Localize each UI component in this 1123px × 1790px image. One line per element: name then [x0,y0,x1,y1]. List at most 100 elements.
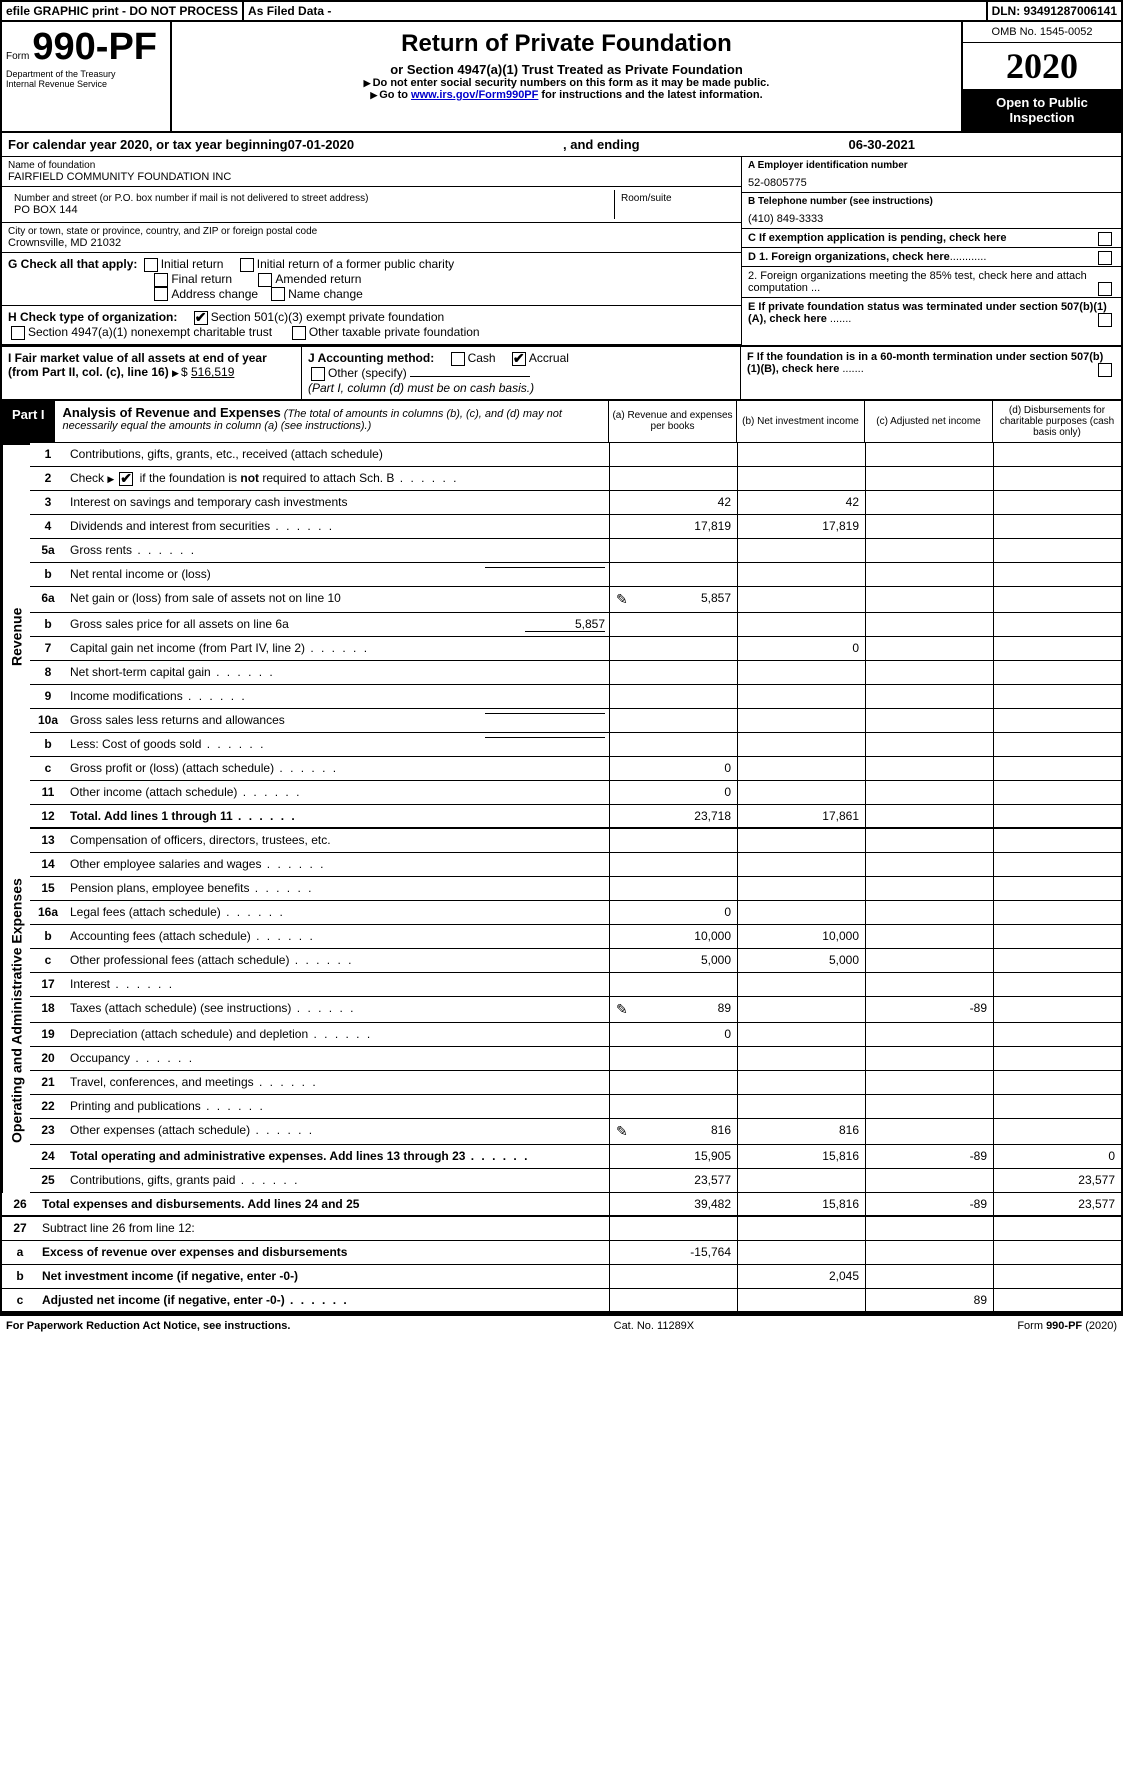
row-number: 23 [30,1119,66,1144]
cell-c [865,515,993,538]
row-description: Other professional fees (attach schedule… [66,949,609,972]
cell-b [737,853,865,876]
row-number: 11 [30,781,66,804]
row-description: Dividends and interest from securities .… [66,515,609,538]
cell-a [609,1217,737,1240]
checkbox-name-change[interactable] [271,287,285,301]
cell-c [865,1217,993,1240]
as-filed-label: As Filed Data - [244,2,988,20]
line-25: 25Contributions, gifts, grants paid . . … [30,1169,1121,1193]
line-a: aExcess of revenue over expenses and dis… [2,1241,1121,1265]
checkbox-address-change[interactable] [154,287,168,301]
row-description: Capital gain net income (from Part IV, l… [66,637,609,660]
cell-d [993,539,1121,562]
line-11: 11Other income (attach schedule) . . . .… [30,781,1121,805]
cell-b: 42 [737,491,865,514]
row-description: Total operating and administrative expen… [66,1145,609,1168]
cell-b [737,757,865,780]
checkbox-amended[interactable] [258,273,272,287]
checkbox-status-terminated[interactable] [1098,313,1112,327]
attachment-icon[interactable]: ✎ [616,1123,628,1140]
row-description: Pension plans, employee benefits . . . .… [66,877,609,900]
cell-b: 15,816 [737,1145,865,1168]
irs-link[interactable]: www.irs.gov/Form990PF [411,89,538,101]
line-c: cAdjusted net income (if negative, enter… [2,1289,1121,1313]
dept-irs: Internal Revenue Service [6,79,166,89]
line-b: bGross sales price for all assets on lin… [30,613,1121,637]
cell-b: 816 [737,1119,865,1144]
checkbox-sch-b[interactable] [119,472,133,486]
tax-year-end: 06-30-2021 [849,137,916,152]
cell-d [993,781,1121,804]
row-description: Occupancy . . . . . . [66,1047,609,1070]
cell-a: 17,819 [609,515,737,538]
cell-d [993,467,1121,490]
row-description: Accounting fees (attach schedule) . . . … [66,925,609,948]
cell-a [609,1047,737,1070]
cell-a [609,709,737,732]
row-number: c [30,757,66,780]
checkbox-other-method[interactable] [311,367,325,381]
part1-desc: Analysis of Revenue and Expenses (The to… [55,401,609,442]
cell-b [737,1169,865,1192]
cell-b [737,1241,865,1264]
cell-d [993,1241,1121,1264]
cell-d [993,1047,1121,1070]
line-27: 27Subtract line 26 from line 12: [2,1217,1121,1241]
row-number: 20 [30,1047,66,1070]
cell-d [993,1265,1121,1288]
line-21: 21Travel, conferences, and meetings . . … [30,1071,1121,1095]
row-description: Other expenses (attach schedule) . . . .… [66,1119,609,1144]
form-subtitle: or Section 4947(a)(1) Trust Treated as P… [180,62,953,77]
line-5a: 5aGross rents . . . . . . [30,539,1121,563]
checkbox-initial-return[interactable] [144,258,158,272]
row-description: Adjusted net income (if negative, enter … [38,1289,609,1311]
checkbox-4947a1[interactable] [11,326,25,340]
checkbox-cash[interactable] [451,352,465,366]
checkbox-501c3[interactable] [194,311,208,325]
section-c: C If exemption application is pending, c… [742,229,1121,248]
checkbox-other-taxable[interactable] [292,326,306,340]
row-description: Compensation of officers, directors, tru… [66,829,609,852]
cell-c [865,1265,993,1288]
checkbox-accrual[interactable] [512,352,526,366]
cell-a: 39,482 [609,1193,737,1215]
cell-d [993,877,1121,900]
cell-b [737,1217,865,1240]
line-14: 14Other employee salaries and wages . . … [30,853,1121,877]
cell-b [737,973,865,996]
cell-c [865,949,993,972]
checkbox-initial-public[interactable] [240,258,254,272]
cell-c [865,829,993,852]
cell-c [865,491,993,514]
checkbox-60month[interactable] [1098,363,1112,377]
cell-d [993,1289,1121,1311]
cell-d: 0 [993,1145,1121,1168]
row-description: Gross sales less returns and allowances [66,709,609,732]
cell-d [993,685,1121,708]
cell-b [737,877,865,900]
cell-c [865,661,993,684]
checkbox-exemption-pending[interactable] [1098,232,1112,246]
row-number: c [30,949,66,972]
row-description: Contributions, gifts, grants, etc., rece… [66,443,609,466]
cell-c [865,805,993,827]
attachment-icon[interactable]: ✎ [616,591,628,608]
line-7: 7Capital gain net income (from Part IV, … [30,637,1121,661]
cell-c [865,587,993,612]
row-number: 8 [30,661,66,684]
row-number: 21 [30,1071,66,1094]
checkbox-85pct-test[interactable] [1098,282,1112,296]
attachment-icon[interactable]: ✎ [616,1001,628,1018]
checkbox-foreign-org[interactable] [1098,251,1112,265]
goto-link-line: Go to www.irs.gov/Form990PF for instruct… [180,89,953,101]
checkbox-final-return[interactable] [154,273,168,287]
cell-b [737,587,865,612]
line-c: cGross profit or (loss) (attach schedule… [30,757,1121,781]
row-number: 10a [30,709,66,732]
row-number: 27 [2,1217,38,1240]
tax-year-begin: 07-01-2020 [288,137,355,152]
form-id-block: Form 990-PF Department of the Treasury I… [2,22,172,131]
dept-treasury: Department of the Treasury [6,69,166,79]
cell-b [737,997,865,1022]
